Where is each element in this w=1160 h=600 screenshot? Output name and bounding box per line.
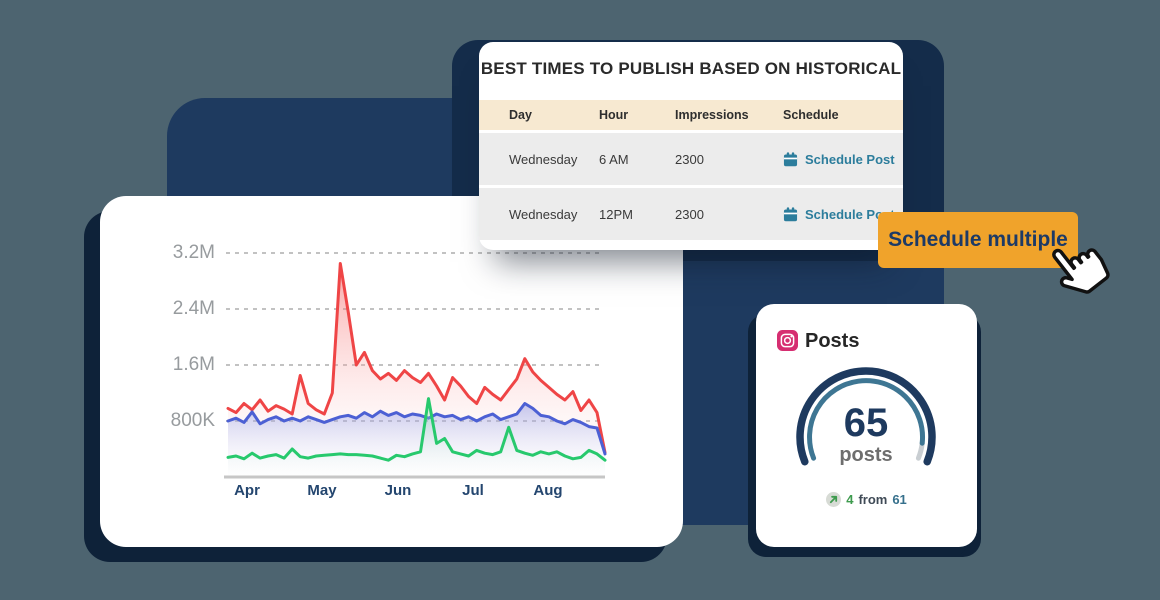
schedule-post-button[interactable]: Schedule Post: [783, 207, 903, 222]
x-axis-tick: Jun: [384, 482, 412, 499]
schedule-post-label: Schedule Post: [805, 151, 895, 167]
calendar-icon: [783, 206, 798, 221]
column-header-impressions: Impressions: [675, 108, 749, 122]
column-header-day: Day: [509, 108, 532, 122]
best-times-card: BEST TIMES TO PUBLISH BASED ON HISTORICA…: [479, 42, 903, 250]
posts-gauge-card: Posts 65 posts 4 from 61: [756, 304, 977, 547]
table-row: Wednesday 12PM 2300 Schedule Post: [479, 188, 903, 240]
impressions-chart-card: 3.2M 2.4M 1.6M 800K Apr May Jun Jul Aug: [100, 196, 683, 547]
y-axis-tick: 2.4M: [172, 298, 215, 319]
cell-hour: 6 AM: [599, 151, 629, 167]
schedule-post-label: Schedule Post: [805, 206, 895, 222]
calendar-icon: [783, 151, 798, 166]
cell-hour: 12PM: [599, 206, 633, 222]
cell-impressions: 2300: [675, 151, 704, 167]
cell-impressions: 2300: [675, 206, 704, 222]
table-header-row: Day Hour Impressions Schedule: [479, 100, 903, 130]
y-axis-tick: 800K: [170, 410, 215, 431]
column-header-schedule: Schedule: [783, 108, 839, 122]
cell-day: Wednesday: [509, 151, 578, 167]
y-axis-tick: 1.6M: [172, 354, 215, 375]
gauge-value: 65: [843, 401, 889, 445]
x-axis-tick: Jul: [462, 482, 484, 499]
posts-trend-stat: 4 from 61: [756, 492, 977, 507]
arrow-up-right-icon: [830, 495, 838, 504]
cell-day: Wednesday: [509, 206, 578, 222]
posts-gauge: [796, 367, 936, 466]
table-row: Wednesday 6 AM 2300 Schedule Post: [479, 133, 903, 185]
x-axis-tick: Aug: [533, 482, 563, 499]
trend-connector: from: [858, 492, 888, 507]
schedule-multiple-button[interactable]: Schedule multiple: [878, 212, 1078, 268]
schedule-post-button[interactable]: Schedule Post: [783, 152, 903, 167]
gauge-unit-label: posts: [839, 444, 893, 466]
trend-previous-value: 61: [892, 492, 907, 507]
schedule-multiple-label: Schedule multiple: [888, 228, 1068, 251]
best-times-title: BEST TIMES TO PUBLISH BASED ON HISTORICA…: [480, 59, 902, 78]
area-chart: [224, 252, 607, 479]
trend-delta: 4: [846, 492, 854, 507]
x-axis: Apr May Jun Jul Aug: [100, 482, 683, 502]
x-axis-tick: Apr: [234, 482, 260, 499]
column-header-hour: Hour: [599, 108, 629, 122]
hand-pointer-cursor: [1052, 248, 1110, 294]
y-axis-tick: 3.2M: [172, 242, 215, 263]
trend-up-badge: [826, 492, 842, 507]
x-axis-tick: May: [307, 482, 337, 499]
posts-card-title: Posts: [805, 330, 860, 352]
instagram-icon: [777, 330, 798, 351]
